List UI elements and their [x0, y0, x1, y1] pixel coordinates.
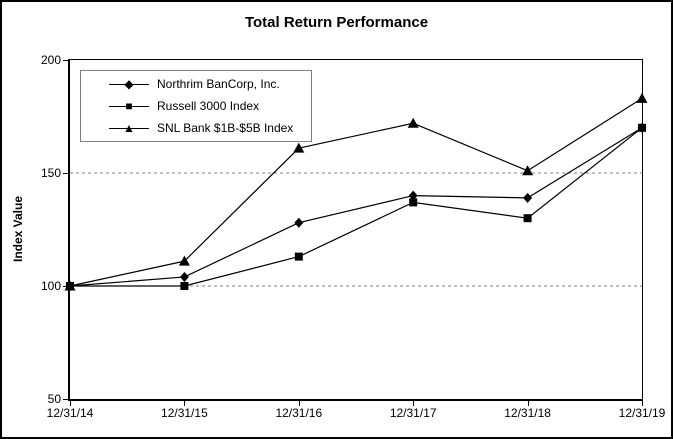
- diamond-marker-icon: [523, 192, 533, 203]
- legend-line: [109, 128, 149, 129]
- y-tick-mark: [63, 173, 68, 174]
- series-line: [69, 97, 643, 287]
- y-tick-mark: [63, 399, 68, 400]
- square-marker-icon: [638, 123, 646, 132]
- legend-sample-northrim: ◆: [109, 77, 149, 91]
- x-tick-label: 12/31/15: [161, 406, 208, 420]
- triangle-marker-icon: [64, 280, 76, 291]
- y-tick-label: 200: [40, 53, 61, 67]
- chart-title: Total Return Performance: [244, 14, 429, 31]
- y-tick-label: 150: [40, 166, 61, 180]
- triangle-marker-icon: [293, 142, 305, 153]
- legend-sample-snl: ▲: [109, 121, 149, 135]
- legend-item-snl: ▲ SNL Bank $1B-$5B Index: [109, 117, 311, 139]
- x-tick-mark: [70, 401, 71, 406]
- legend-label: SNL Bank $1B-$5B Index: [157, 121, 294, 135]
- legend-item-russell: ■ Russell 3000 Index: [109, 95, 311, 117]
- x-tick-mark: [184, 401, 186, 406]
- x-tick-mark: [642, 401, 643, 406]
- x-tick-label: 12/31/17: [389, 406, 437, 420]
- series-line: [70, 127, 643, 287]
- square-marker-icon: [523, 214, 532, 223]
- x-tick-label: 12/31/18: [504, 406, 551, 420]
- x-tick-label: 12/31/19: [618, 406, 666, 420]
- square-marker-icon: [180, 282, 189, 290]
- legend: ◆ Northrim BanCorp, Inc. ■ Russell 3000 …: [80, 70, 312, 142]
- legend-label: Northrim BanCorp, Inc.: [157, 77, 280, 91]
- y-axis-title: Index Value: [11, 195, 25, 263]
- diamond-marker-icon: [179, 271, 189, 282]
- triangle-marker-icon: [407, 117, 419, 128]
- y-tick-mark: [63, 60, 68, 61]
- triangle-marker-icon: [178, 255, 190, 266]
- triangle-marker-icon: ▲: [123, 121, 135, 135]
- x-tick-mark: [413, 401, 415, 406]
- legend-line: [109, 84, 149, 85]
- x-tick-mark: [298, 401, 300, 406]
- x-tick-label: 12/31/16: [275, 406, 323, 420]
- square-marker-icon: ■: [125, 99, 133, 113]
- square-marker-icon: [409, 198, 418, 207]
- triangle-marker-icon: [636, 92, 648, 103]
- legend-item-northrim: ◆ Northrim BanCorp, Inc.: [109, 73, 311, 95]
- square-marker-icon: [294, 252, 303, 261]
- legend-sample-russell: ■: [109, 99, 149, 113]
- diamond-marker-icon: ◆: [124, 77, 134, 91]
- y-tick-label: 50: [47, 392, 61, 406]
- y-tick-label: 100: [40, 279, 61, 293]
- plot-area: ◆ Northrim BanCorp, Inc. ■ Russell 3000 …: [64, 59, 648, 401]
- chart-canvas: [64, 92, 648, 291]
- diamond-marker-icon: [294, 217, 304, 228]
- legend-label: Russell 3000 Index: [157, 99, 260, 113]
- legend-line: [109, 106, 149, 107]
- y-tick-mark: [63, 286, 68, 287]
- diamond-marker-icon: [408, 190, 418, 201]
- x-tick-label: 12/31/14: [46, 406, 94, 420]
- series-line: [69, 127, 643, 287]
- x-tick-mark: [527, 401, 529, 406]
- triangle-marker-icon: [522, 165, 534, 176]
